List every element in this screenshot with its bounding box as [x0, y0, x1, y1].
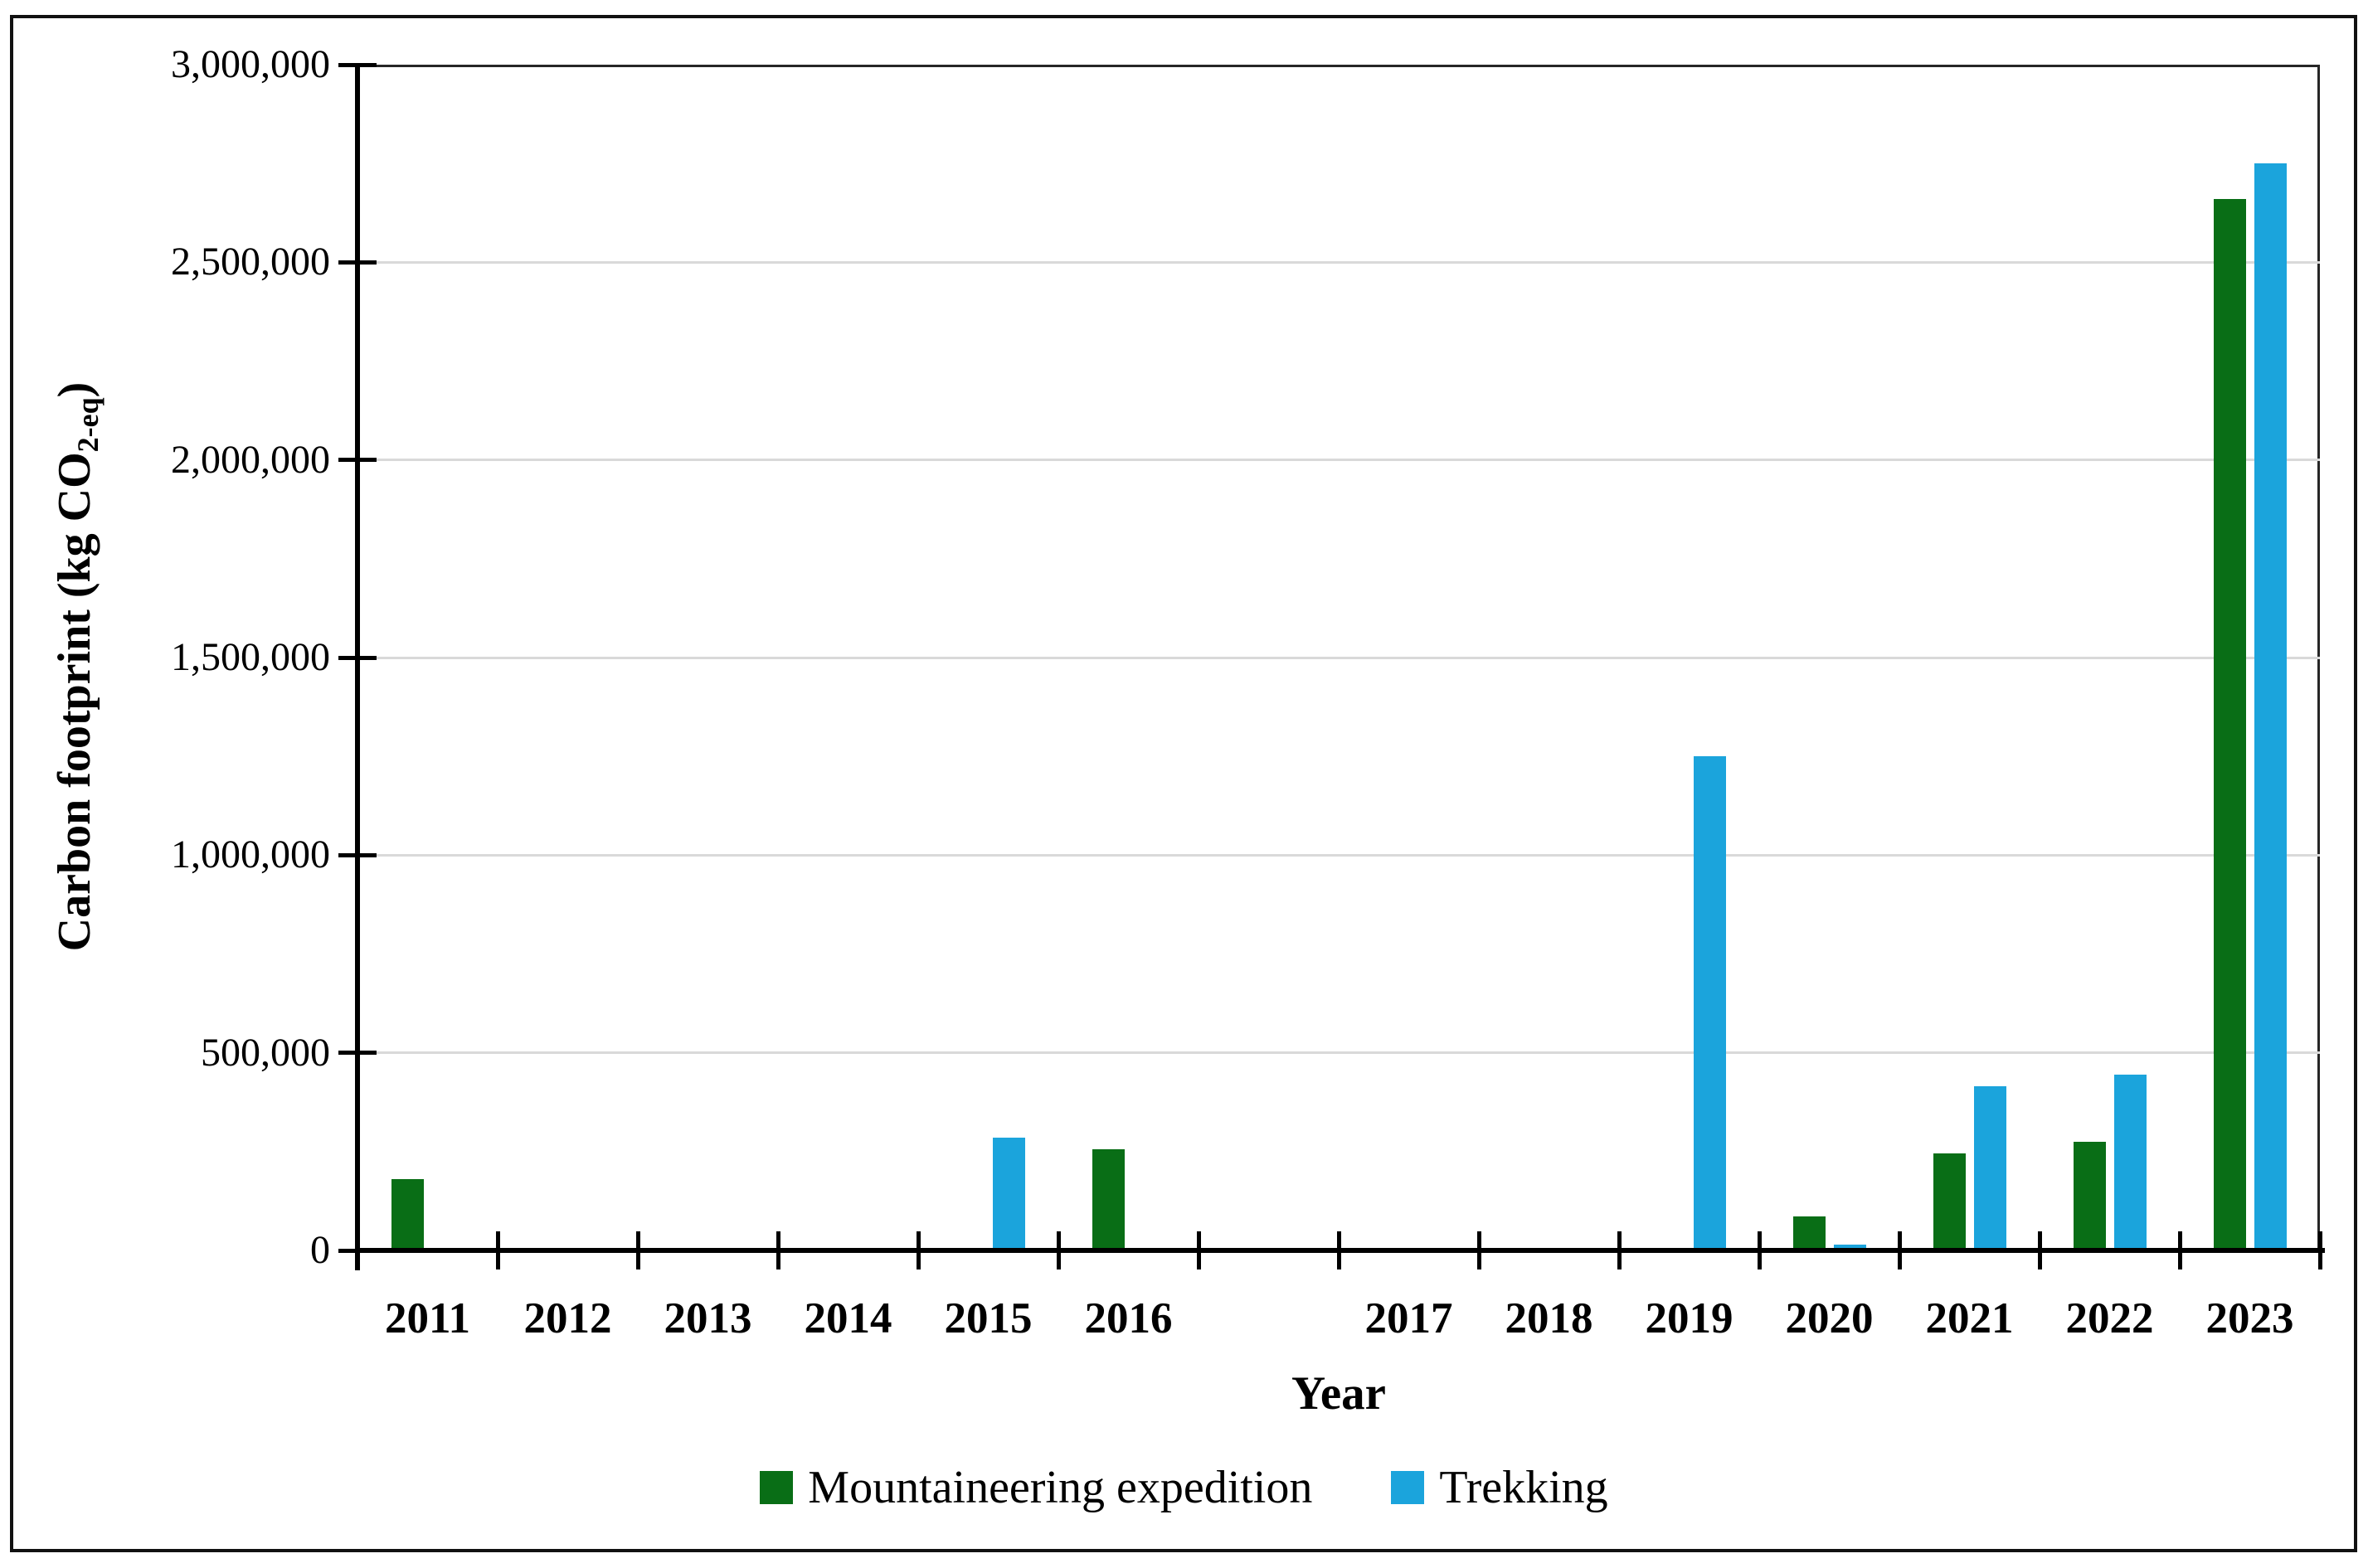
- legend-swatch-trekking-icon: [1391, 1471, 1425, 1504]
- x-tick-2: [635, 1231, 640, 1269]
- x-tick-13: [2177, 1231, 2182, 1269]
- bar-2023-mountaineering: [2213, 199, 2246, 1250]
- x-tick-10: [1757, 1231, 1762, 1269]
- gridline-2000000: [357, 459, 2320, 462]
- legend-item-trekking: Trekking: [1391, 1462, 1608, 1513]
- y-tick-2000000: [338, 458, 377, 463]
- x-tick-label-2021: 2021: [1925, 1294, 2014, 1342]
- legend-label-trekking: Trekking: [1439, 1462, 1608, 1513]
- gridline-1500000: [357, 656, 2320, 659]
- x-tick-label-2019: 2019: [1645, 1294, 1733, 1342]
- x-tick-11: [1897, 1231, 1902, 1269]
- x-tick-label-2013: 2013: [664, 1294, 752, 1342]
- y-tick-label-3000000: 3,000,000: [171, 42, 330, 86]
- y-tick-label-1500000: 1,500,000: [171, 635, 330, 679]
- bar-2020-mountaineering: [1792, 1216, 1826, 1250]
- gridline-1000000: [357, 853, 2320, 857]
- x-tick-12: [2037, 1231, 2042, 1269]
- plot-area: [357, 65, 2320, 1250]
- bar-2023-trekking: [2254, 163, 2287, 1250]
- y-tick-2500000: [338, 260, 377, 265]
- x-tick-label-2011: 2011: [384, 1294, 471, 1342]
- x-tick-label-2015: 2015: [944, 1294, 1033, 1342]
- x-tick-label-2023: 2023: [2205, 1294, 2294, 1342]
- y-axis-title-close: ): [49, 381, 100, 398]
- y-tick-500000: [338, 1051, 377, 1056]
- x-tick-label-2014: 2014: [804, 1294, 892, 1342]
- bar-2022-trekking: [2113, 1074, 2147, 1250]
- y-tick-label-1000000: 1,000,000: [171, 833, 330, 877]
- bar-2020-trekking: [1833, 1244, 1866, 1250]
- x-tick-label-2016: 2016: [1084, 1294, 1173, 1342]
- legend: Mountaineering expedition Trekking: [0, 1463, 2368, 1512]
- y-tick-label-2000000: 2,000,000: [171, 437, 330, 482]
- legend-label-mountaineering: Mountaineering expedition: [808, 1462, 1313, 1513]
- x-tick-6: [1196, 1231, 1201, 1269]
- x-tick-7: [1336, 1231, 1341, 1269]
- gridline-500000: [357, 1051, 2320, 1055]
- legend-swatch-mountaineering-icon: [760, 1471, 794, 1504]
- x-tick-5: [1056, 1231, 1061, 1269]
- bar-2016-mountaineering: [1092, 1149, 1125, 1250]
- bar-2021-trekking: [1973, 1086, 2006, 1250]
- x-tick-label-2017: 2017: [1364, 1294, 1453, 1342]
- plot-top-border: [357, 65, 2320, 67]
- figure-border: [10, 15, 2357, 1552]
- bar-2011-mountaineering: [391, 1179, 424, 1250]
- y-tick-1500000: [338, 655, 377, 660]
- bar-2022-mountaineering: [2073, 1141, 2106, 1250]
- x-tick-3: [776, 1231, 780, 1269]
- x-tick-label-2012: 2012: [523, 1294, 612, 1342]
- x-tick-14: [2317, 1231, 2322, 1269]
- x-tick-0: [355, 1231, 360, 1269]
- y-tick-1000000: [338, 852, 377, 857]
- y-axis-line: [355, 65, 360, 1270]
- legend-item-mountaineering-expedition: Mountaineering expedition: [760, 1463, 1312, 1512]
- y-tick-label-0: 0: [310, 1228, 330, 1272]
- x-tick-4: [916, 1231, 921, 1269]
- x-tick-1: [495, 1231, 500, 1269]
- x-tick-8: [1476, 1231, 1481, 1269]
- y-tick-3000000: [338, 62, 377, 67]
- bar-2021-mountaineering: [1933, 1153, 1966, 1250]
- bar-2015-trekking: [992, 1138, 1025, 1250]
- x-tick-label-2020: 2020: [1785, 1294, 1874, 1342]
- y-tick-label-2500000: 2,500,000: [171, 240, 330, 284]
- gridline-2500000: [357, 260, 2320, 264]
- y-tick-label-500000: 500,000: [201, 1030, 330, 1075]
- bar-2019-trekking: [1693, 756, 1726, 1250]
- x-tick-label-2018: 2018: [1505, 1294, 1593, 1342]
- x-axis-title: Year: [1291, 1367, 1386, 1420]
- x-tick-9: [1617, 1231, 1622, 1269]
- x-tick-label-2022: 2022: [2065, 1294, 2154, 1342]
